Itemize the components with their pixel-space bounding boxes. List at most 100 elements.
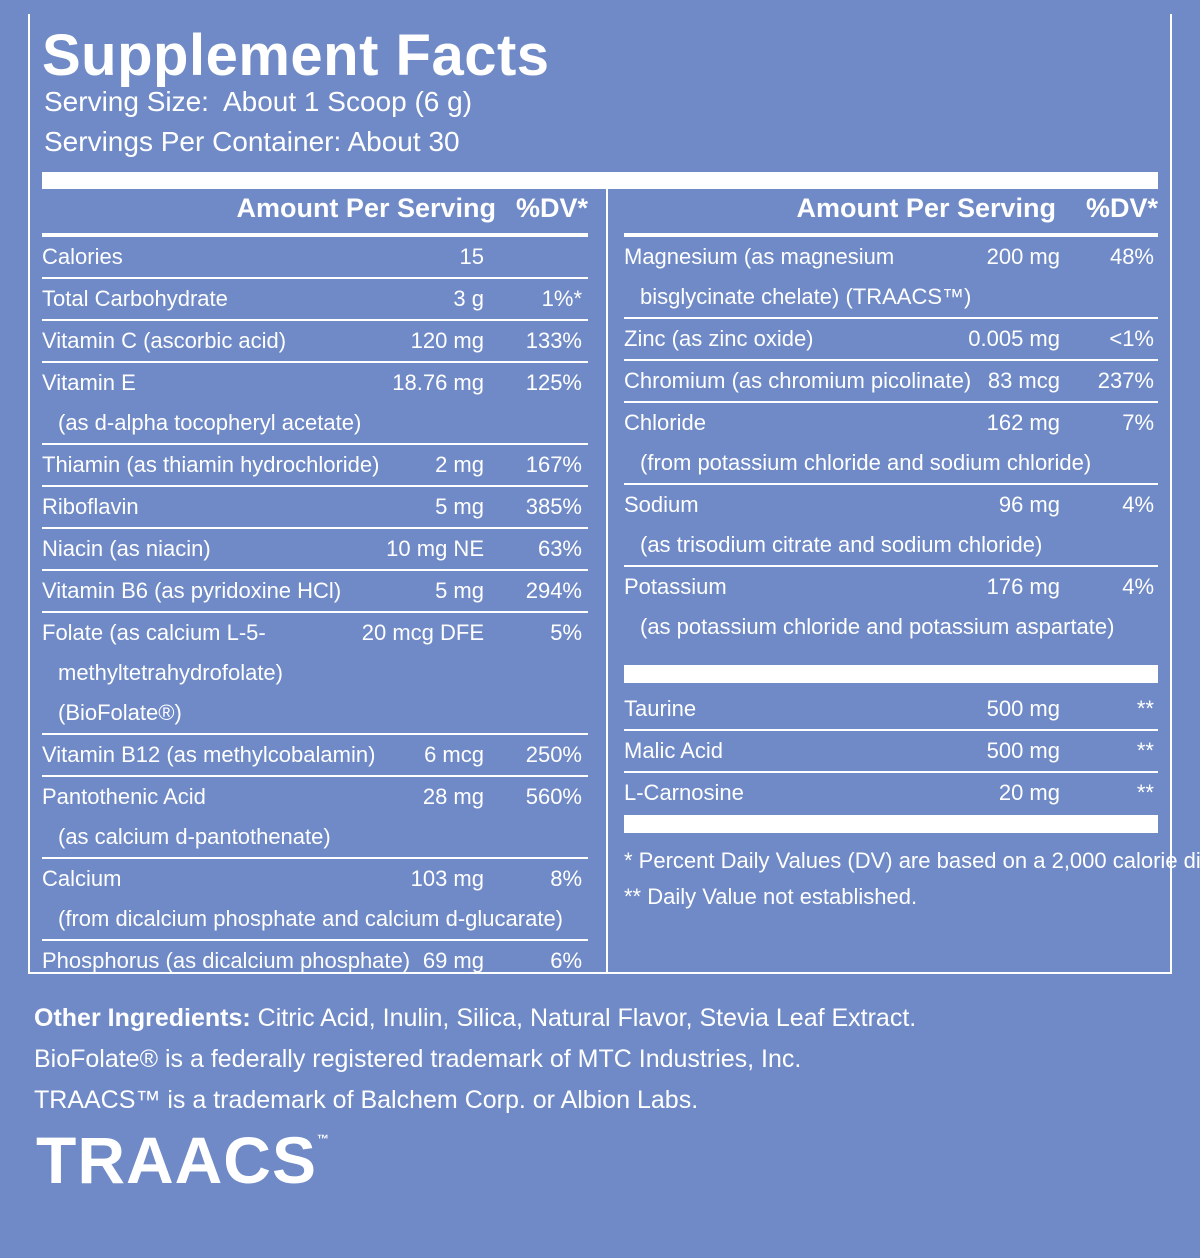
logo-text: TRAACS (36, 1123, 317, 1197)
nutrient-name: Niacin (as niacin) (42, 536, 211, 561)
nutrient-row: Vitamin B12 (as methylcobalamin) 6 mcg 250… (42, 735, 588, 777)
nutrient-row: Chromium (as chromium picolinate) 83 mcg 2… (624, 361, 1158, 403)
nutrient-row: Taurine 500 mg ** (624, 689, 1158, 731)
nutrient-row: Malic Acid 500 mg ** (624, 731, 1158, 773)
amount: 162 mg (986, 410, 1060, 435)
daily-value: 133% (525, 328, 582, 353)
nutrient-row: Magnesium (as magnesium 200 mg 48% bisglyci… (624, 237, 1158, 319)
other-ingredients-label: Other Ingredients: (34, 1004, 251, 1032)
amount: 28 mg (422, 784, 484, 809)
nutrient-name: Vitamin B12 (as methylcobalamin) (42, 742, 376, 767)
amount: 69 mg (422, 948, 484, 973)
amount: 103 mg (410, 866, 484, 891)
nutrient-row: L-Carnosine 20 mg ** (624, 773, 1158, 813)
nutrient-detail: bisglycinate chelate) (TRAACS™) (640, 284, 972, 309)
nutrient-row: Niacin (as niacin) 10 mg NE 63% (42, 529, 588, 571)
nutrient-row: Sodium 96 mg 4% (as trisodium citrate and s… (624, 485, 1158, 567)
nutrient-row: Total Carbohydrate 3 g 1%* (42, 279, 588, 321)
column-header: Amount Per Serving %DV* (42, 189, 588, 237)
amount: 176 mg (986, 574, 1060, 599)
nutrient-row: Zinc (as zinc oxide) 0.005 mg <1% (624, 319, 1158, 361)
nutrient-detail: (from dicalcium phosphate and calcium d-… (58, 906, 564, 931)
daily-value: 7% (1122, 410, 1154, 435)
amount: 20 mcg DFE (361, 620, 484, 645)
daily-value: 1%* (541, 286, 582, 311)
nutrient-name: Chromium (as chromium picolinate) (624, 368, 972, 393)
nutrient-name: L-Carnosine (624, 780, 744, 805)
nutrient-name: Total Carbohydrate (42, 286, 228, 311)
daily-value: 125% (525, 370, 582, 395)
nutrient-name: Thiamin (as thiamin hydrochloride) (42, 452, 380, 477)
other-ingredients: Other Ingredients: Citric Acid, Inulin, … (34, 998, 916, 1039)
daily-value: 167% (525, 452, 582, 477)
daily-value: 5% (550, 620, 582, 645)
nutrient-detail: (as trisodium citrate and sodium chlorid… (640, 532, 1043, 557)
daily-value: 6% (550, 948, 582, 973)
thick-rule (624, 815, 1158, 833)
footnote: * Percent Daily Values (DV) are based on… (624, 848, 1200, 873)
daily-value: 294% (525, 578, 582, 603)
amount: 5 mg (435, 578, 484, 603)
daily-value: 4% (1122, 574, 1154, 599)
trademark-note: BioFolate® is a federally registered tra… (34, 1045, 802, 1073)
thick-rule (624, 665, 1158, 683)
daily-value: 4% (1122, 492, 1154, 517)
daily-value: 385% (525, 494, 582, 519)
daily-value: 237% (1097, 368, 1154, 393)
amount: 10 mg NE (386, 536, 484, 561)
header-dv: %DV* (1085, 193, 1158, 223)
amount: 2 mg (435, 452, 484, 477)
nutrient-name: Calories (42, 244, 123, 269)
nutrient-name: Calcium (42, 866, 122, 891)
daily-value: 8% (550, 866, 582, 891)
daily-value: 48% (1109, 244, 1154, 269)
nutrient-detail: methyltetrahydrofolate) (58, 660, 283, 685)
other-ingredients-text: Citric Acid, Inulin, Silica, Natural Fla… (250, 1004, 917, 1032)
thick-rule (42, 172, 1158, 189)
amount: 20 mg (998, 780, 1060, 805)
nutrient-row: Vitamin C (ascorbic acid) 120 mg 133% (42, 321, 588, 363)
other-ingredients-block: Other Ingredients: Citric Acid, Inulin, … (34, 998, 916, 1121)
nutrient-name: Sodium (624, 492, 699, 517)
footnote: ** Daily Value not established. (624, 884, 918, 909)
nutrient-row: Chloride 162 mg 7% (from potassium chloride… (624, 403, 1158, 485)
amount: 0.005 mg (968, 326, 1060, 351)
nutrient-detail: (as calcium d-pantothenate) (58, 824, 331, 849)
nutrient-name: Folate (as calcium L-5- (42, 620, 266, 645)
nutrient-detail: (BioFolate®) (58, 700, 182, 725)
daily-value: <1% (1109, 326, 1154, 351)
logo: TRAACS™ (36, 1122, 330, 1198)
daily-value: 63% (537, 536, 582, 561)
nutrient-detail: (as d-alpha tocopheryl acetate) (58, 410, 362, 435)
nutrient-row: Pantothenic Acid 28 mg 560% (as calcium d-p… (42, 777, 588, 859)
nutrient-row: Potassium 176 mg 4% (as potassium chloride … (624, 567, 1158, 647)
nutrient-detail: (as potassium chloride and potassium asp… (640, 614, 1115, 639)
daily-value: ** (1136, 780, 1154, 805)
daily-value: ** (1136, 696, 1154, 721)
nutrient-row: Folate (as calcium L-5- 20 mcg DFE 5% methy… (42, 613, 588, 735)
amount: 200 mg (986, 244, 1060, 269)
header-dv: %DV* (515, 193, 588, 223)
daily-value: 250% (525, 742, 582, 767)
left-column: Amount Per Serving %DV* Calories 15 Total Ca… (42, 189, 588, 981)
nutrient-name: Pantothenic Acid (42, 784, 206, 809)
nutrient-row: Calcium 103 mg 8% (from dicalcium phosphate… (42, 859, 588, 941)
serving-size: Serving Size: About 1 Scoop (6 g) (44, 86, 473, 117)
header-amount: Amount Per Serving (796, 193, 1056, 223)
amount: 96 mg (998, 492, 1060, 517)
amount: 15 (459, 244, 484, 269)
nutrient-name: Riboflavin (42, 494, 139, 519)
nutrient-name: Vitamin E (42, 370, 136, 395)
nutrient-row: Vitamin E 18.76 mg 125% (as d-alpha tocophe… (42, 363, 588, 445)
daily-value: 560% (525, 784, 582, 809)
nutrient-name: Malic Acid (624, 738, 724, 763)
table-frame (28, 14, 1172, 974)
nutrient-detail: (from potassium chloride and sodium chlo… (640, 450, 1092, 475)
amount: 120 mg (410, 328, 484, 353)
nutrient-row: Phosphorus (as dicalcium phosphate) 69 mg… (42, 941, 588, 981)
nutrient-row: Calories 15 (42, 237, 588, 279)
amount: 6 mcg (424, 742, 484, 767)
amount: 500 mg (986, 738, 1060, 763)
amount: 18.76 mg (392, 370, 484, 395)
